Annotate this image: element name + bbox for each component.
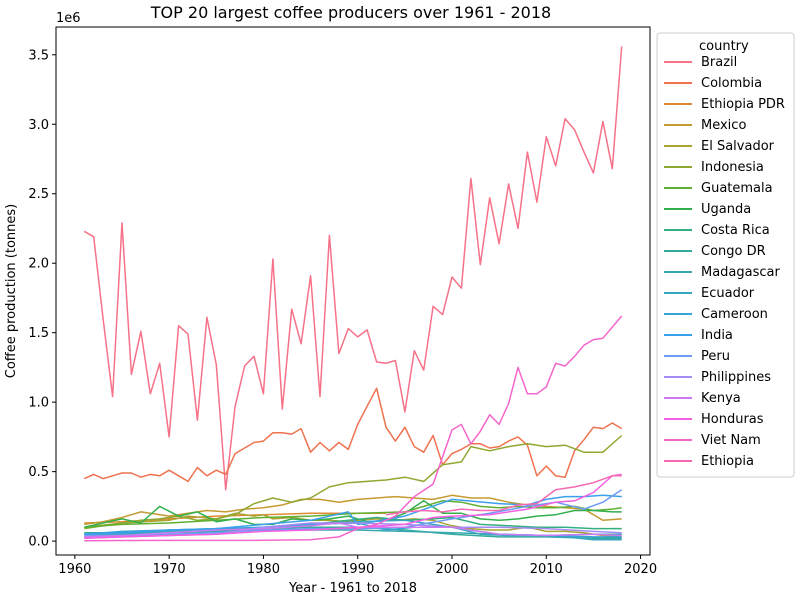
x-tick-label: 1990 — [341, 562, 374, 577]
series-line-indonesia — [84, 434, 623, 530]
x-axis-ticks: 1960 1970 1980 1990 2000 2010 2020 — [58, 555, 657, 577]
legend-label: Madagascar — [701, 265, 781, 280]
y-tick-label: 2.5 — [28, 187, 49, 202]
legend-box — [656, 32, 795, 478]
legend-label: India — [701, 328, 733, 343]
x-axis-label: Year - 1961 to 2018 — [288, 581, 417, 596]
y-tick-label: 0.0 — [28, 535, 49, 550]
legend-label: Mexico — [701, 118, 746, 133]
series-line-ethiopia — [385, 475, 622, 516]
y-axis-label: Coffee production (tonnes) — [4, 204, 19, 379]
plot-frame — [55, 26, 651, 556]
legend-label: Ethiopia PDR — [701, 97, 785, 112]
x-tick-label: 2010 — [530, 562, 563, 577]
series-line-kenya — [84, 522, 622, 538]
x-tick-label: 2020 — [624, 562, 657, 577]
x-tick-label: 1970 — [153, 562, 186, 577]
y-tick-label: 2.0 — [28, 257, 49, 272]
legend-label: Viet Nam — [701, 433, 761, 448]
legend: country Brazil Colombia Ethiopia PDR Mexico… — [656, 32, 795, 478]
legend-label: Congo DR — [701, 244, 766, 259]
y-tick-label: 1.5 — [28, 326, 49, 341]
y-tick-label: 0.5 — [28, 465, 49, 480]
series-line-viet-nam — [84, 315, 623, 542]
legend-label: Honduras — [701, 412, 764, 427]
series-line-honduras — [84, 473, 622, 540]
legend-label: Costa Rica — [701, 223, 770, 238]
legend-items: Brazil Colombia Ethiopia PDR Mexico El Salva… — [664, 55, 785, 469]
legend-label: Brazil — [701, 55, 737, 70]
y-tick-label: 3.5 — [28, 48, 49, 63]
legend-label: Ethiopia — [701, 454, 754, 469]
legend-label: Cameroon — [701, 307, 768, 322]
legend-label: Guatemala — [701, 181, 773, 196]
y-axis-ticks: 0.0 0.5 1.0 1.5 2.0 2.5 3.0 3.5 — [28, 48, 56, 550]
legend-label: Philippines — [701, 370, 771, 385]
y-tick-label: 3.0 — [28, 118, 49, 133]
x-tick-label: 1980 — [247, 562, 280, 577]
series-line-colombia — [83, 387, 623, 483]
legend-title: country — [699, 39, 749, 54]
legend-label: Kenya — [701, 391, 741, 406]
x-tick-label: 1960 — [58, 562, 91, 577]
legend-label: Indonesia — [701, 160, 764, 175]
y-tick-label: 1.0 — [28, 396, 49, 411]
series-line-india — [84, 494, 622, 535]
plot-area — [83, 46, 623, 542]
legend-label: Peru — [701, 349, 730, 364]
series-line-brazil — [83, 46, 623, 491]
legend-label: El Salvador — [701, 139, 775, 154]
x-tick-label: 2000 — [435, 562, 468, 577]
legend-label: Ecuador — [701, 286, 755, 301]
chart-title: TOP 20 largest coffee producers over 196… — [150, 3, 551, 22]
legend-label: Uganda — [701, 202, 751, 217]
legend-label: Colombia — [701, 76, 762, 91]
y-axis-multiplier: 1e6 — [56, 11, 81, 26]
